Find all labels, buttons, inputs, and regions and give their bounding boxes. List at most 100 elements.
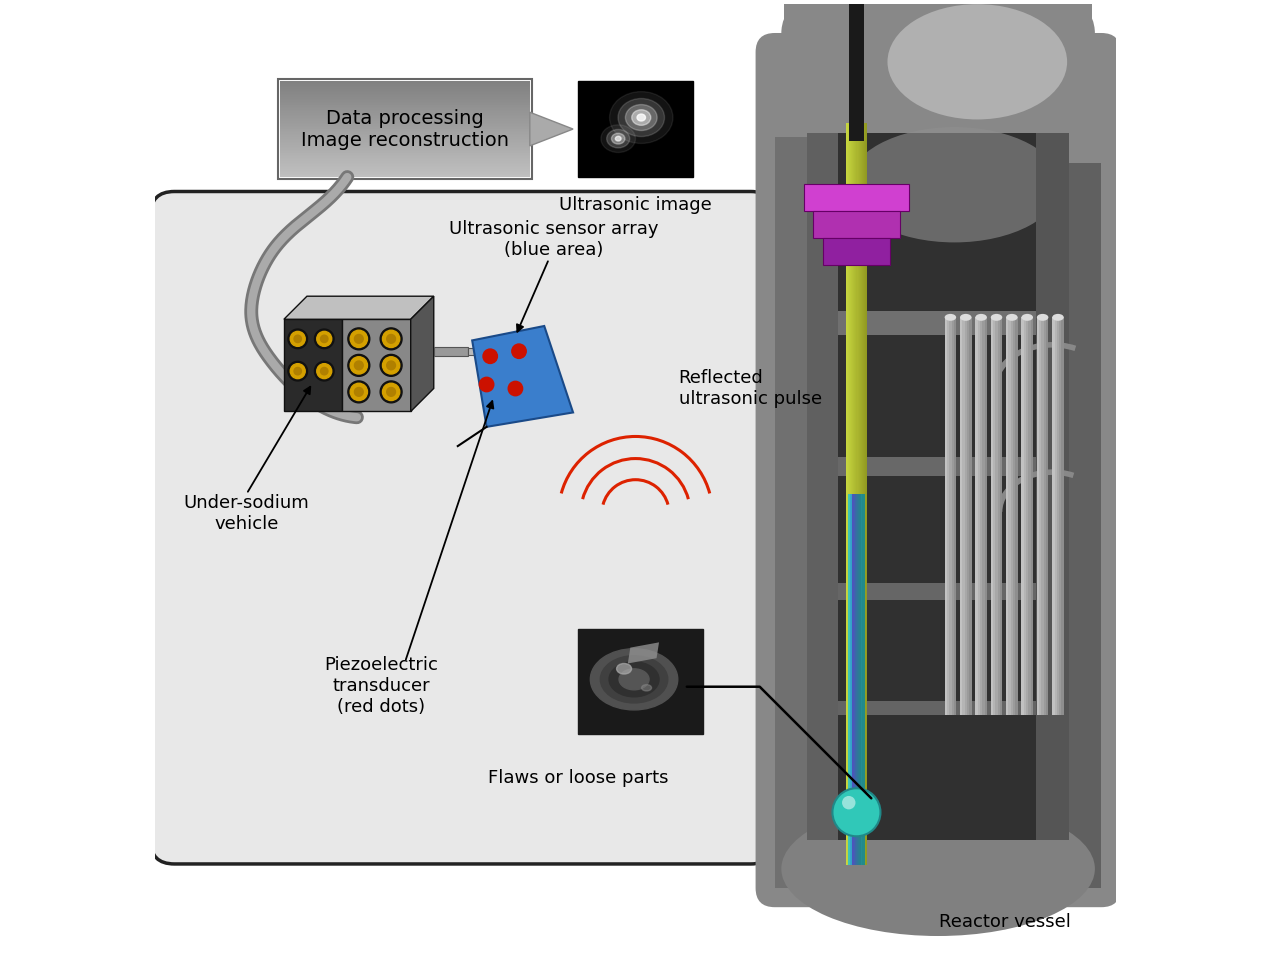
Polygon shape [283,297,433,319]
Bar [807,133,1069,840]
Bar [280,87,530,89]
Bar [967,317,970,715]
Bar [862,494,863,865]
Bar [991,317,993,715]
Bar [280,158,530,160]
Text: Flaws or loose parts: Flaws or loose parts [488,768,669,787]
Ellipse shape [616,664,632,674]
Circle shape [383,330,400,348]
Circle shape [386,361,395,370]
Ellipse shape [618,99,665,137]
Bar [982,317,985,715]
Bar [280,161,530,163]
Ellipse shape [944,314,956,321]
Ellipse shape [1052,314,1064,321]
Circle shape [512,344,526,359]
Bar [855,494,857,865]
Circle shape [833,788,881,836]
Bar [280,153,530,155]
Ellipse shape [601,125,636,152]
Bar [807,133,839,840]
Bar [280,113,530,114]
Bar [1010,317,1013,715]
Bar [280,126,530,128]
Bar [280,82,530,84]
Text: Under-sodium
vehicle: Under-sodium vehicle [183,494,309,533]
Bar [1008,317,1010,715]
Bar [280,91,530,92]
Bar [280,84,530,86]
Circle shape [348,355,370,376]
Bar [1026,317,1028,715]
Bar [280,99,530,100]
Circle shape [380,381,402,403]
Bar [280,116,530,118]
Ellipse shape [782,0,1094,109]
Bar [853,494,854,865]
Circle shape [508,382,522,395]
Polygon shape [628,642,660,664]
Circle shape [355,334,364,343]
Bar [980,317,982,715]
Bar [280,173,530,175]
Bar [280,81,530,82]
Circle shape [348,328,370,350]
Circle shape [386,334,395,343]
Bar [280,151,530,153]
Bar [433,347,468,357]
Bar [280,156,530,158]
Polygon shape [411,297,433,412]
Circle shape [386,388,395,396]
Bar [1057,317,1059,715]
Circle shape [355,361,364,370]
Bar [1013,317,1016,715]
Bar [854,494,855,865]
Ellipse shape [1022,314,1033,321]
Circle shape [294,367,301,375]
Bar [280,86,530,87]
Bar [849,494,852,865]
Circle shape [320,367,328,375]
Bar [995,317,998,715]
Bar [280,119,530,121]
Bar [280,129,530,131]
Bar [280,165,530,166]
Bar [280,137,530,139]
Ellipse shape [625,105,657,131]
Bar [839,311,1036,335]
Bar [852,494,853,865]
Bar [962,317,965,715]
Bar [280,121,530,123]
Bar [1040,317,1041,715]
Bar [1016,317,1018,715]
Bar [280,109,530,111]
Bar [280,160,530,161]
Bar [1028,317,1031,715]
Ellipse shape [1037,314,1049,321]
Bar [839,701,1036,715]
Bar [280,95,530,97]
Bar [280,94,530,95]
Bar [280,136,530,137]
Polygon shape [342,319,411,412]
Bar [949,317,952,715]
Bar [970,317,971,715]
Circle shape [351,357,367,374]
Bar [985,317,986,715]
Bar [863,494,866,865]
Bar [1007,317,1008,715]
Bar [1031,317,1033,715]
Ellipse shape [637,114,646,121]
Circle shape [843,796,855,809]
Bar [280,155,530,156]
Ellipse shape [632,109,651,125]
Text: Reactor vessel: Reactor vessel [939,913,1071,930]
Bar [578,629,703,735]
Text: Reflected
ultrasonic pulse: Reflected ultrasonic pulse [679,369,822,408]
Bar [280,175,530,177]
Bar [848,494,849,865]
Text: Ultrasonic sensor array
(blue area): Ultrasonic sensor array (blue area) [449,220,658,259]
Ellipse shape [615,137,622,141]
Bar [280,89,530,91]
Bar [947,317,949,715]
